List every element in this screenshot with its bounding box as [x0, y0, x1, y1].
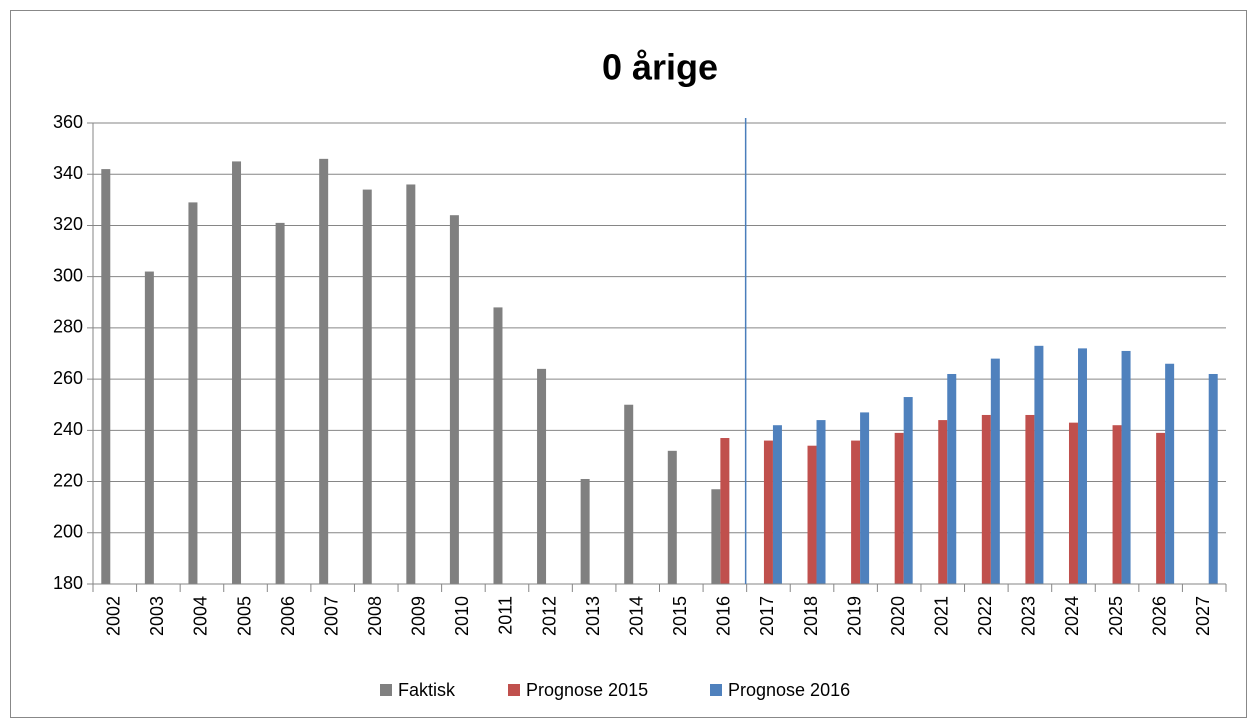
bar: [816, 420, 826, 584]
bar: [275, 222, 285, 584]
bar: [807, 445, 817, 584]
x-tick-label: 2003: [147, 596, 167, 636]
bar: [1165, 363, 1175, 584]
bar: [537, 368, 547, 584]
bar: [763, 440, 773, 584]
bar: [1121, 350, 1131, 584]
x-tick-label: 2020: [888, 596, 908, 636]
bar: [144, 271, 154, 584]
legend-swatch: [710, 684, 722, 696]
x-tick-label: 2018: [801, 596, 821, 636]
bar: [860, 412, 870, 584]
y-tick-label: 180: [53, 573, 83, 593]
bar: [101, 169, 111, 584]
legend-swatch: [508, 684, 520, 696]
x-tick-label: 2010: [452, 596, 472, 636]
legend-swatch: [380, 684, 392, 696]
bar: [938, 420, 948, 584]
bar: [1156, 432, 1166, 584]
x-tick-label: 2012: [539, 596, 559, 636]
bar: [362, 189, 372, 585]
bar: [981, 414, 991, 584]
y-tick-label: 300: [53, 265, 83, 285]
x-tick-label: 2007: [321, 596, 341, 636]
x-tick-label: 2008: [365, 596, 385, 636]
x-tick-label: 2022: [975, 596, 995, 636]
x-tick-label: 2025: [1106, 596, 1126, 636]
bar: [319, 158, 329, 584]
x-tick-label: 2009: [409, 596, 429, 636]
chart-title: 0 årige: [602, 47, 718, 88]
y-tick-label: 340: [53, 163, 83, 183]
bar: [1068, 422, 1078, 584]
bar: [667, 450, 677, 584]
legend-label: Prognose 2016: [728, 680, 850, 700]
x-tick-label: 2024: [1062, 596, 1082, 636]
y-tick-label: 360: [53, 112, 83, 132]
bar: [990, 358, 1000, 584]
bar: [493, 307, 503, 584]
bar: [449, 215, 459, 584]
legend-label: Prognose 2015: [526, 680, 648, 700]
legend-label: Faktisk: [398, 680, 456, 700]
y-tick-label: 260: [53, 368, 83, 388]
bar: [580, 478, 590, 584]
x-tick-label: 2016: [714, 596, 734, 636]
x-tick-label: 2011: [496, 596, 516, 635]
x-tick-label: 2006: [278, 596, 298, 636]
x-tick-label: 2014: [626, 596, 646, 636]
x-tick-label: 2004: [191, 596, 211, 636]
x-tick-label: 2002: [104, 596, 124, 636]
bar: [720, 438, 730, 584]
x-tick-label: 2017: [757, 596, 777, 636]
y-tick-label: 280: [53, 317, 83, 337]
x-tick-label: 2021: [932, 596, 952, 636]
bar: [1208, 373, 1218, 584]
x-tick-label: 2027: [1193, 596, 1213, 636]
bar: [624, 404, 634, 584]
bar: [947, 373, 957, 584]
bar: [1112, 425, 1122, 584]
bar: [406, 184, 416, 584]
y-tick-label: 200: [53, 522, 83, 542]
bar: [903, 397, 913, 584]
bar: [1034, 345, 1044, 584]
bar: [772, 425, 782, 584]
bar: [711, 489, 721, 584]
y-tick-label: 320: [53, 214, 83, 234]
bar: [188, 202, 198, 584]
x-tick-label: 2005: [234, 596, 254, 636]
bar: [232, 161, 242, 584]
bar: [1077, 348, 1087, 584]
bar: [894, 432, 904, 584]
bar: [1025, 414, 1035, 584]
y-tick-label: 240: [53, 419, 83, 439]
x-tick-label: 2015: [670, 596, 690, 636]
x-tick-label: 2019: [844, 596, 864, 636]
x-tick-label: 2013: [583, 596, 603, 636]
x-tick-label: 2023: [1019, 596, 1039, 636]
bar: [851, 440, 861, 584]
y-tick-label: 220: [53, 470, 83, 490]
x-tick-label: 2026: [1149, 596, 1169, 636]
